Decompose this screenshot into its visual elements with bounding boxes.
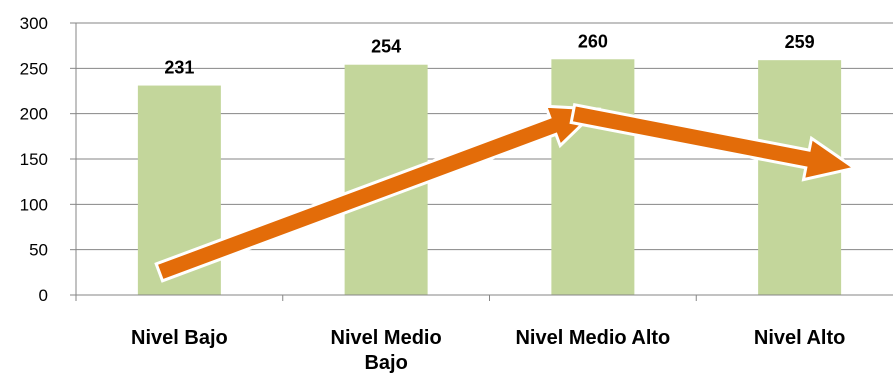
category-label-1: Nivel Medio [331,327,442,349]
y-tick-label-250: 250 [20,59,48,78]
data-label-2: 260 [578,31,608,51]
trend-arrows [154,103,859,283]
category-label-0: Nivel Bajo [131,327,228,349]
y-tick-label-100: 100 [20,195,48,214]
trend-arrow-0 [154,104,602,283]
category-label-2: Nivel Medio Alto [515,327,670,349]
bars [137,59,842,296]
axes [70,22,893,301]
data-label-1: 254 [371,37,401,57]
y-tick-label-50: 50 [29,241,48,260]
data-labels: 231 254 260 259 [164,31,814,77]
data-label-0: 231 [164,58,194,78]
y-tick-label-300: 300 [20,14,48,33]
bar-3 [758,60,842,295]
trend-arrow-1 [569,103,859,182]
category-label-3: Nivel Alto [754,327,846,349]
y-tick-labels: 0 50 100 150 200 250 300 [20,14,48,305]
category-labels: Nivel Bajo Nivel Medio Bajo Nivel Medio Alt… [131,327,845,374]
y-tick-label-150: 150 [20,150,48,169]
category-label-1-line-1: Bajo [364,352,407,374]
data-label-3: 259 [785,32,815,52]
bar-2 [551,59,635,296]
y-tick-label-0: 0 [39,286,48,305]
y-tick-label-200: 200 [20,105,48,124]
